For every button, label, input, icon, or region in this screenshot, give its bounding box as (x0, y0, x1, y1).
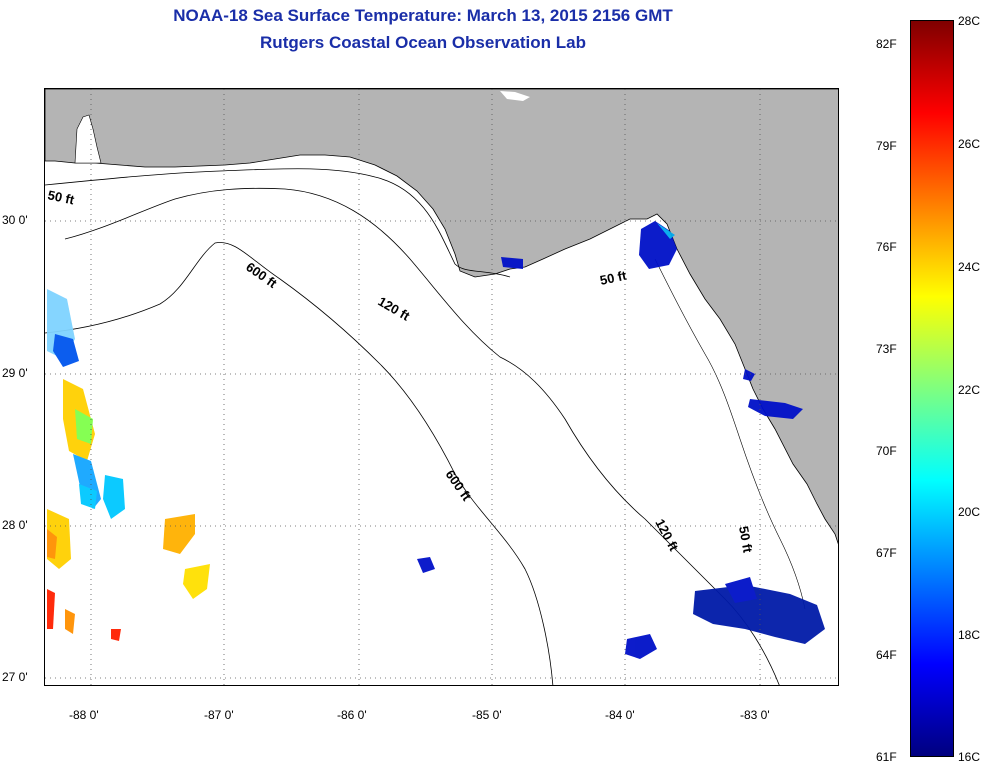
lon-tick: -87 0' (204, 708, 234, 722)
contour-600ft (45, 242, 554, 685)
colorbar-fahrenheit-label: 70F (876, 444, 897, 458)
mobile-bay (74, 114, 102, 164)
contour-50ft-east (654, 258, 806, 610)
map-panel: 50 ft 600 ft 120 ft 50 ft 120 ft 600 ft … (44, 88, 839, 686)
lon-tick: -83 0' (740, 708, 770, 722)
colorbar-fahrenheit-label: 79F (876, 139, 897, 153)
lon-tick: -88 0' (69, 708, 99, 722)
colorbar-celsius-label: 24C (958, 260, 981, 274)
colorbar-fahrenheit-label: 61F (876, 750, 897, 764)
colorbar-fahrenheit-label: 73F (876, 342, 897, 356)
colorbar-fahrenheit-label: 82F (876, 37, 897, 51)
lat-tick: 28 0' (2, 518, 28, 532)
lat-tick: 29 0' (2, 366, 28, 380)
colorbar-fahrenheit-label: 64F (876, 648, 897, 662)
map-title: NOAA-18 Sea Surface Temperature: March 1… (173, 6, 673, 25)
colorbar-celsius-label: 20C (958, 505, 981, 519)
contour-120ft (64, 187, 780, 685)
contour-label: 50 ft (736, 525, 756, 555)
colorbar-celsius-label: 28C (958, 14, 981, 28)
contour-50ft-west (45, 168, 511, 278)
contour-label: 120 ft (652, 516, 682, 554)
sst-patches (47, 221, 825, 659)
lon-tick: -86 0' (337, 708, 367, 722)
contour-label: 600 ft (243, 259, 280, 291)
colorbar-fahrenheit-label: 67F (876, 546, 897, 560)
map-subtitle: Rutgers Coastal Ocean Observation Lab (260, 33, 586, 52)
colorbar-celsius-label: 16C (958, 750, 981, 764)
lat-tick: 27 0' (2, 670, 28, 684)
land-mass (45, 89, 838, 545)
colorbar-fahrenheit-label: 76F (876, 240, 897, 254)
contour-label: 50 ft (599, 268, 629, 288)
colorbar-celsius-label: 18C (958, 628, 981, 642)
lat-tick: 30 0' (2, 213, 28, 227)
lon-tick: -85 0' (472, 708, 502, 722)
contour-label: 50 ft (46, 187, 76, 207)
lake-inlet (500, 91, 530, 101)
contour-label: 120 ft (376, 294, 413, 324)
contour-label: 600 ft (443, 467, 475, 504)
colorbar-celsius-label: 26C (958, 137, 981, 151)
colorbar-celsius-label: 22C (958, 383, 981, 397)
colorbar (910, 20, 954, 757)
sst-map-svg: 50 ft 600 ft 120 ft 50 ft 120 ft 600 ft … (45, 89, 838, 685)
lon-tick: -84 0' (605, 708, 635, 722)
